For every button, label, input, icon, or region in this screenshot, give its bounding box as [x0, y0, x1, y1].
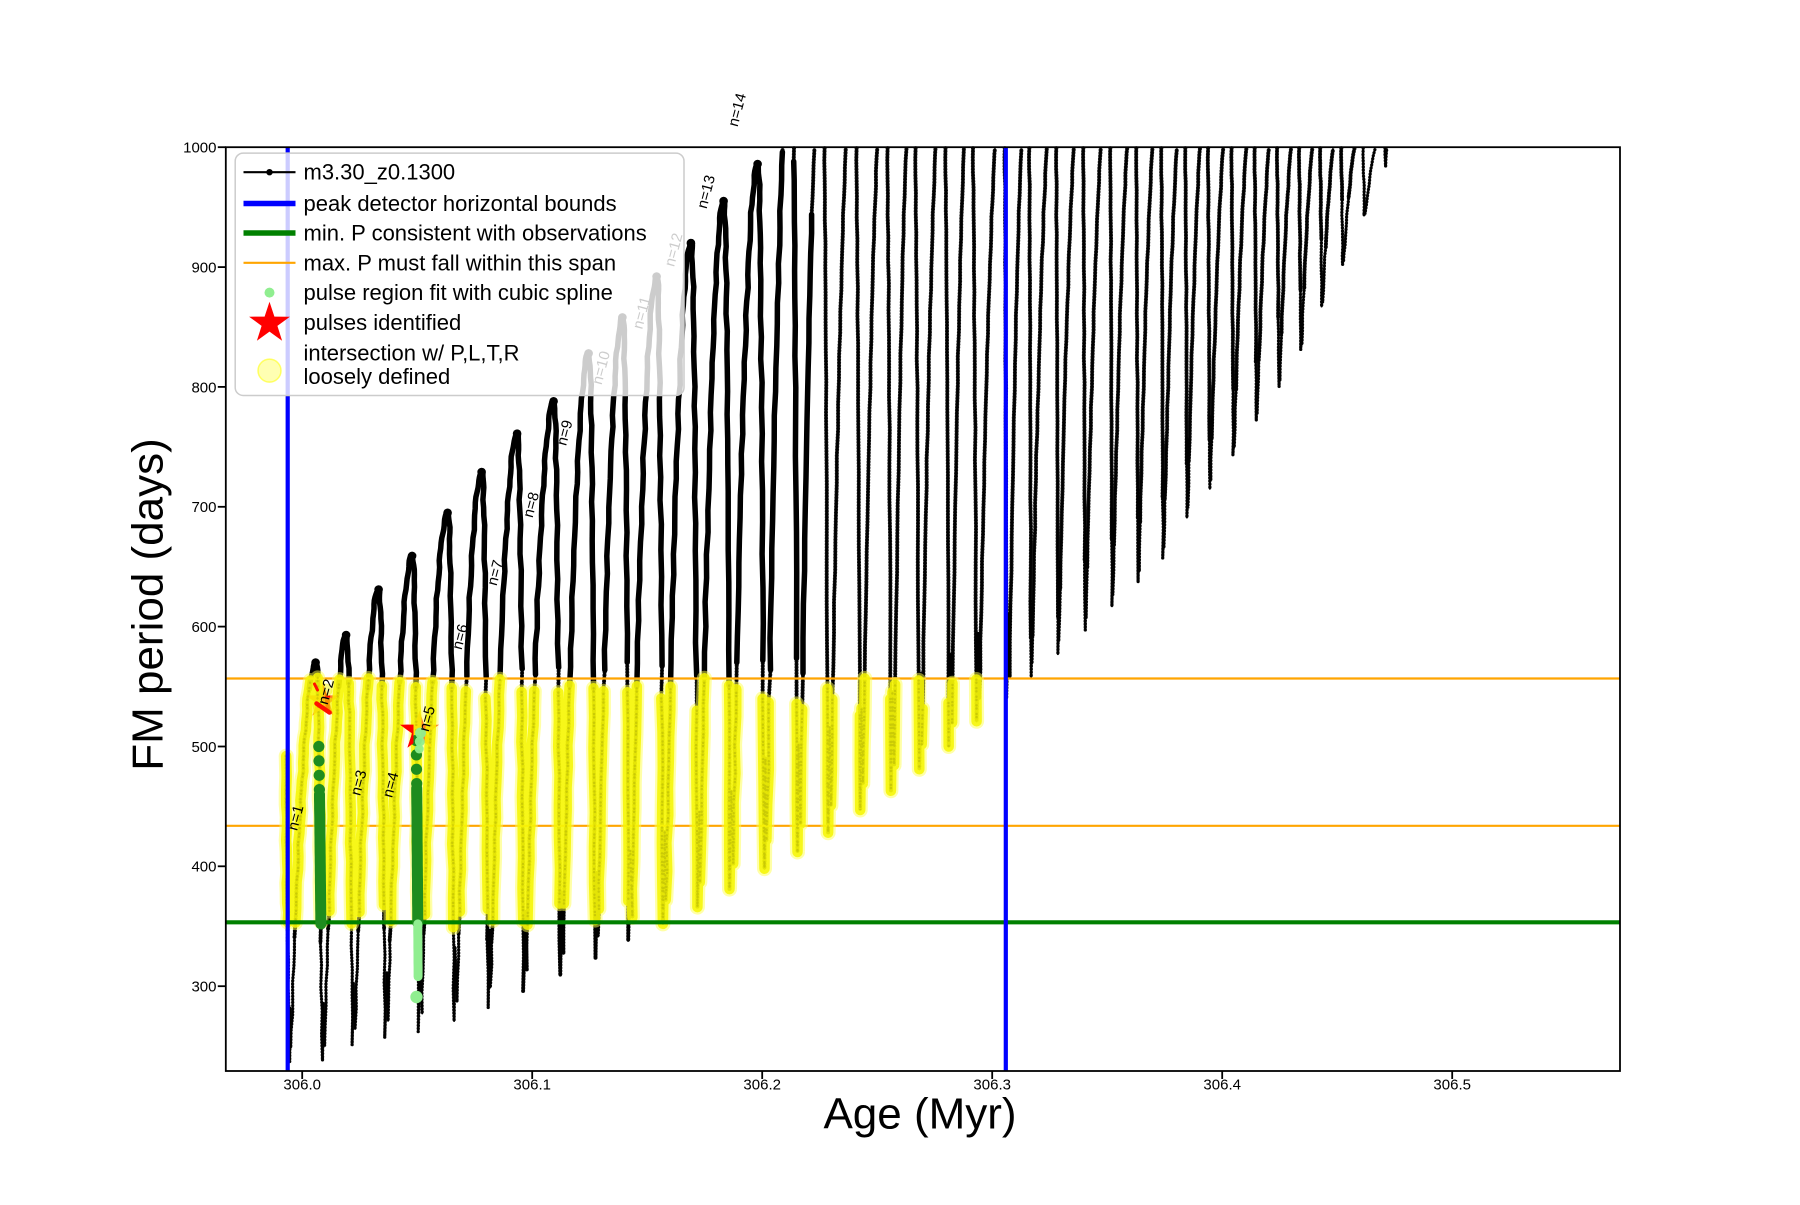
svg-text:306.4: 306.4: [1203, 1077, 1241, 1094]
svg-text:FM period (days): FM period (days): [124, 438, 173, 771]
svg-text:n=9: n=9: [553, 418, 576, 447]
svg-text:900: 900: [191, 260, 216, 277]
svg-text:Age (Myr): Age (Myr): [823, 1090, 1016, 1139]
svg-text:loosely defined: loosely defined: [304, 364, 451, 389]
svg-text:n=4: n=4: [379, 770, 402, 799]
svg-text:600: 600: [191, 619, 216, 636]
svg-text:n=5: n=5: [416, 704, 439, 733]
svg-text:400: 400: [191, 859, 216, 876]
svg-text:306.5: 306.5: [1433, 1077, 1471, 1094]
svg-text:n=8: n=8: [520, 490, 543, 519]
svg-text:pulse region fit with cubic sp: pulse region fit with cubic spline: [304, 280, 613, 305]
svg-text:n=1: n=1: [284, 803, 307, 832]
svg-text:700: 700: [191, 499, 216, 516]
svg-text:m3.30_z0.1300: m3.30_z0.1300: [304, 160, 456, 185]
svg-text:n=7: n=7: [484, 558, 507, 587]
svg-text:pulses identified: pulses identified: [304, 310, 462, 335]
svg-text:peak detector horizontal bound: peak detector horizontal bounds: [304, 191, 617, 216]
svg-text:n=3: n=3: [347, 768, 370, 797]
svg-text:800: 800: [191, 379, 216, 396]
svg-text:n=2: n=2: [315, 677, 338, 706]
svg-text:306.0: 306.0: [283, 1077, 321, 1094]
svg-text:306.3: 306.3: [973, 1077, 1011, 1094]
svg-text:306.1: 306.1: [513, 1077, 551, 1094]
svg-text:intersection w/ P,L,T,R: intersection w/ P,L,T,R: [304, 340, 520, 365]
svg-text:306.2: 306.2: [743, 1077, 781, 1094]
svg-text:min. P consistent with observa: min. P consistent with observations: [304, 221, 647, 246]
svg-text:n=6: n=6: [449, 622, 472, 651]
svg-text:max. P must fall within this s: max. P must fall within this span: [304, 250, 617, 275]
svg-text:1000: 1000: [183, 140, 216, 157]
svg-text:300: 300: [191, 979, 216, 996]
svg-text:500: 500: [191, 739, 216, 756]
